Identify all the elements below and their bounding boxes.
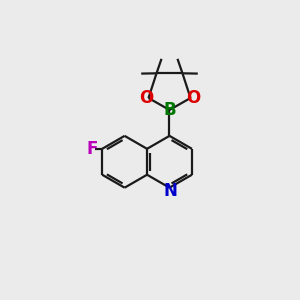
Text: B: B [163, 101, 176, 119]
Text: O: O [139, 89, 153, 107]
Text: F: F [86, 140, 98, 158]
Text: O: O [186, 89, 200, 107]
Text: N: N [163, 182, 177, 200]
